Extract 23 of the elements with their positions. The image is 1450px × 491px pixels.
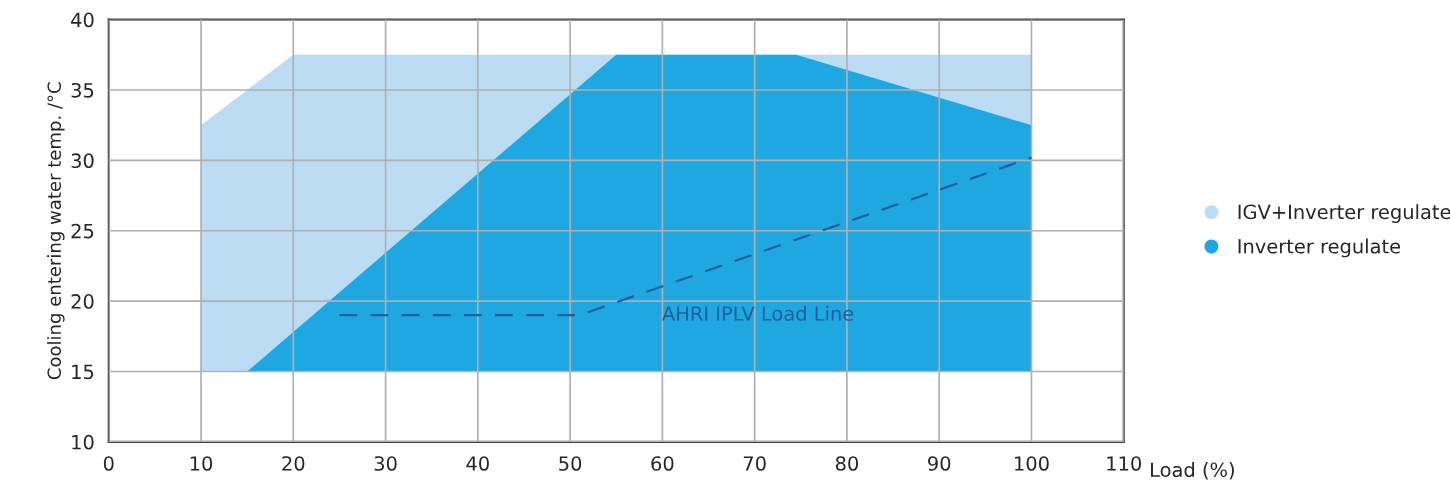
y-axis-title: Cooling entering water temp. /°C (47, 82, 65, 380)
y-tick-label: 10 (72, 434, 94, 450)
y-tick-label: 25 (71, 223, 94, 239)
y-tick-label: 35 (71, 82, 94, 98)
legend-label: Inverter regulate (1238, 238, 1401, 258)
x-tick-label: 0 (103, 456, 114, 471)
x-axis-title: Load (%) (1151, 462, 1234, 480)
x-tick-label: 60 (651, 456, 674, 471)
y-tick-label: 40 (71, 12, 94, 28)
x-tick-label: 50 (559, 456, 582, 471)
x-tick-label: 10 (190, 456, 213, 471)
x-tick-label: 40 (466, 456, 489, 471)
x-tick-label: 80 (835, 456, 859, 471)
x-tick-label: 20 (282, 456, 305, 471)
x-tick-label: 70 (743, 456, 766, 471)
x-tick-label: 90 (928, 456, 951, 471)
y-tick-label: 30 (71, 153, 94, 169)
x-tick-label: 100 (1015, 456, 1049, 471)
x-tick-label: 30 (374, 456, 397, 471)
y-tick-label: 20 (71, 294, 94, 309)
y-tick-label: 15 (72, 364, 94, 380)
x-tick-label: 110 (1107, 456, 1142, 471)
legend-label: IGV+Inverter regulate (1238, 204, 1450, 223)
